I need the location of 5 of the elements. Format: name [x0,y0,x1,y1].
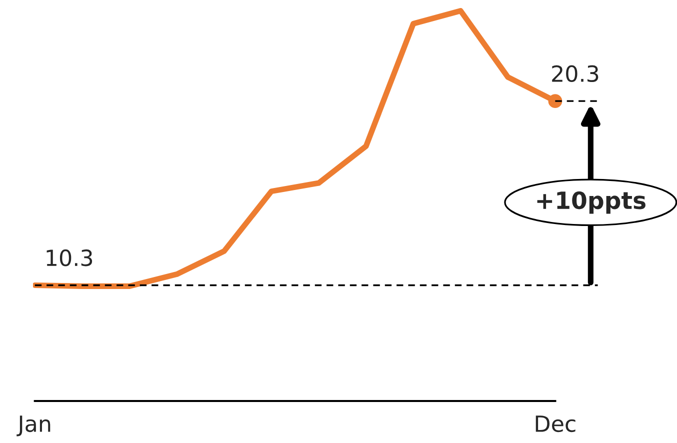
x-tick-label: Jan [16,416,50,436]
annotation: +10ppts [537,191,646,214]
data-label: 20.3 [552,65,598,82]
x-tick-label: Dec [536,416,576,432]
data-label: 10.3 [46,249,92,266]
